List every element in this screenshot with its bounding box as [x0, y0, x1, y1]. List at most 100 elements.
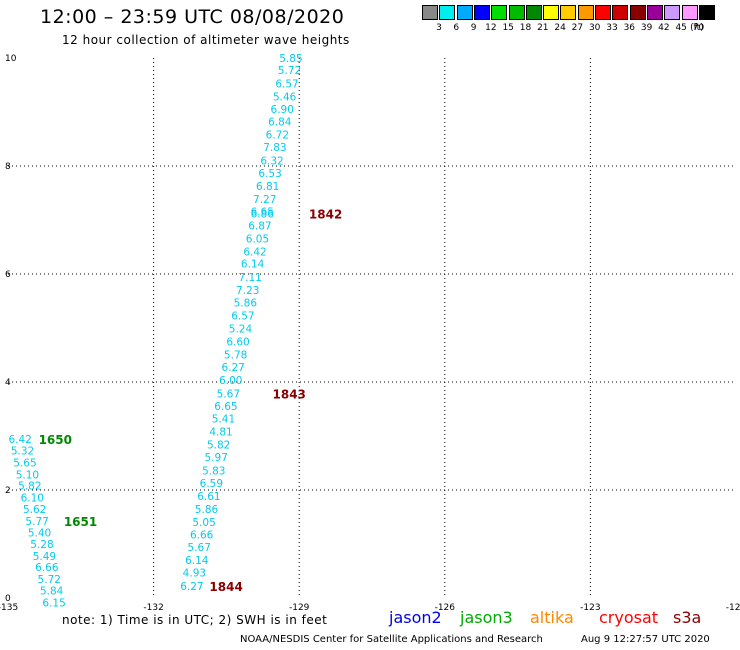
wave-height-value: 6.15: [42, 597, 65, 609]
wave-height-value: 6.53: [258, 168, 281, 180]
wave-height-value: 6.57: [231, 311, 254, 323]
pass-time-label: 1844: [209, 580, 242, 594]
chart-title: 12:00 – 23:59 UTC 08/08/2020: [40, 6, 345, 28]
wave-height-value: 5.65: [13, 457, 36, 469]
y-tick-label: 4: [5, 378, 11, 388]
legend-swatch: [646, 5, 663, 20]
wave-height-value: 6.81: [256, 181, 279, 193]
legend-label: 9: [470, 23, 477, 33]
legend-swatch: [664, 5, 681, 20]
x-tick-label: -129: [289, 603, 310, 613]
satellite-jason3: jason3: [460, 608, 513, 627]
wave-height-value: 5.46: [273, 91, 297, 103]
wave-height-value: 5.32: [11, 446, 34, 458]
color-legend: 3 6 9 12 15 18 21 24 27 30 33 36 39 42 45 70 (ft): [422, 5, 738, 35]
wave-height-value: 7.11: [238, 272, 261, 284]
wave-height-value: 6.86: [251, 209, 275, 221]
wave-height-value: 5.41: [212, 414, 235, 426]
wave-height-value: 6.60: [226, 337, 249, 349]
legend-label: 42: [658, 23, 670, 33]
wave-height-value: 6.59: [200, 478, 223, 490]
wave-height-value: 5.86: [195, 504, 219, 516]
wave-height-value: 4.81: [209, 427, 232, 439]
legend-swatch: [629, 5, 646, 20]
footer-note: note: 1) Time is in UTC; 2) SWH is in fe…: [62, 613, 328, 627]
pass-time-label: 1842: [309, 208, 342, 222]
wave-height-value: 5.49: [33, 551, 56, 563]
legend-label: 36: [623, 23, 636, 33]
legend-label: 24: [554, 23, 566, 33]
legend-swatch: [681, 5, 698, 20]
x-tick-label: -132: [143, 603, 163, 613]
wave-height-value: 5.83: [202, 466, 225, 478]
satellite-s3a: s3a: [673, 608, 702, 627]
wave-height-value: 6.14: [241, 259, 265, 271]
legend-swatch: [422, 5, 438, 20]
y-tick-label: 6: [5, 270, 11, 280]
wave-height-value: 5.40: [28, 528, 51, 540]
wave-height-value: 5.67: [217, 388, 240, 400]
wave-height-value: 7.23: [236, 285, 259, 297]
wave-height-value: 6.27: [180, 581, 203, 593]
legend-label: 3: [436, 23, 442, 33]
pass-time-label: 1650: [39, 433, 72, 447]
pass-time-label: 1651: [64, 515, 97, 529]
wave-height-value: 6.27: [221, 362, 244, 374]
wave-height-value: 6.72: [266, 130, 289, 142]
y-tick-label: 0: [5, 594, 11, 604]
wave-height-value: 6.42: [243, 246, 266, 258]
wave-height-value: 5.28: [30, 539, 53, 551]
wave-height-value: 5.67: [188, 542, 211, 554]
wave-height-value: 5.77: [25, 516, 48, 528]
legend-swatch: [491, 5, 508, 20]
wave-height-value: 5.10: [16, 469, 39, 481]
legend-swatch: [612, 5, 629, 20]
legend-swatch: [577, 5, 594, 20]
legend-label: 21: [537, 23, 549, 33]
legend-label: 12: [485, 23, 497, 33]
x-tick-label: -135: [0, 603, 18, 613]
legend-label: 33: [606, 23, 618, 33]
legend-label: 70: [692, 23, 705, 33]
wave-height-value: 6.10: [21, 493, 44, 505]
satellite-cryosat: cryosat: [599, 608, 659, 627]
credit-line: NOAA/NESDIS Center for Satellite Applica…: [240, 634, 543, 645]
wave-height-value: 5.62: [23, 504, 46, 516]
wave-height-value: 7.83: [263, 142, 286, 154]
wave-height-value: 6.57: [275, 78, 298, 90]
wave-height-value: 6.42: [8, 434, 31, 446]
x-tick-label: -126: [435, 603, 456, 613]
wave-height-value: 6.66: [35, 562, 59, 574]
wave-height-value: 5.72: [278, 65, 301, 77]
wave-height-value: 5.72: [38, 574, 61, 586]
wave-height-value: 6.00: [219, 375, 242, 387]
wave-height-value: 6.65: [251, 206, 274, 218]
wave-height-value: 5.82: [18, 481, 41, 493]
wave-height-value: 7.27: [253, 194, 276, 206]
wave-height-value: 6.05: [246, 233, 269, 245]
legend-label: 18: [519, 23, 532, 33]
y-tick-label: 8: [5, 162, 11, 172]
legend-label: 45: [675, 23, 687, 33]
wave-height-value: 6.66: [190, 529, 214, 541]
legend-label: 30: [588, 23, 601, 33]
legend-swatch: [595, 5, 611, 20]
legend-swatch: [508, 5, 525, 20]
legend-label: 6: [453, 23, 460, 33]
wave-height-value: 5.97: [205, 452, 228, 464]
legend-swatch: [698, 5, 715, 20]
wave-height-value: 5.86: [234, 298, 258, 310]
legend-label: 27: [571, 23, 584, 33]
y-tick-label: 2: [5, 486, 11, 496]
wave-height-value: 5.85: [279, 53, 302, 65]
chart-subtitle: 12 hour collection of altimeter wave hei…: [62, 33, 350, 47]
legend-swatch: [456, 5, 473, 20]
legend-swatch: [473, 5, 490, 20]
legend-swatch: [525, 5, 542, 20]
legend-label: 39: [640, 23, 653, 33]
y-tick-label: 10: [5, 54, 17, 64]
wave-height-value: 4.93: [183, 568, 206, 580]
wave-height-value: 5.82: [207, 440, 230, 452]
satellite-jason2: jason2: [389, 608, 442, 627]
